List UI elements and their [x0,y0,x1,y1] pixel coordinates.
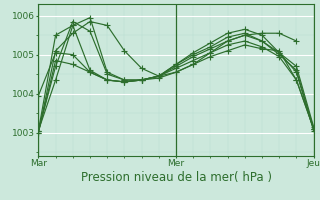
X-axis label: Pression niveau de la mer( hPa ): Pression niveau de la mer( hPa ) [81,171,271,184]
